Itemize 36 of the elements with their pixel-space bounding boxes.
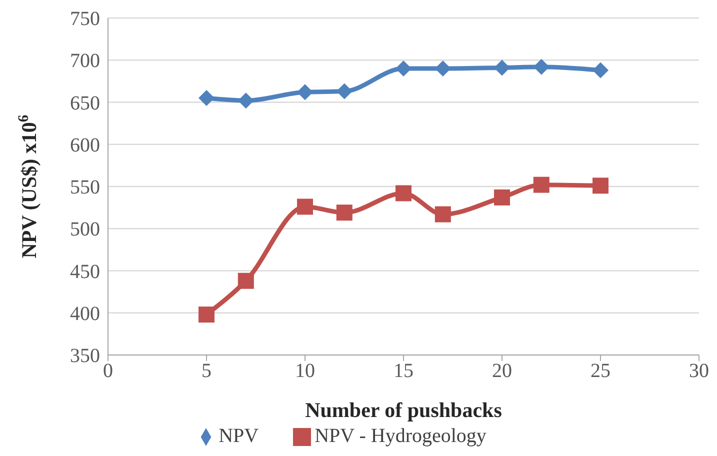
point	[198, 306, 214, 323]
point	[238, 272, 254, 289]
y-tick-label: 750	[70, 8, 100, 30]
x-axis-title: Number of pushbacks	[305, 398, 502, 422]
x-tick-label: 25	[590, 360, 610, 382]
x-tick-label: 10	[295, 360, 315, 382]
point	[297, 84, 313, 100]
y-tick-label: 350	[70, 345, 100, 368]
point	[336, 83, 352, 100]
point	[336, 204, 352, 221]
point	[434, 206, 451, 222]
y-tick-label: 600	[70, 134, 100, 156]
point	[494, 189, 510, 206]
y-tick-label: 550	[70, 176, 100, 199]
y-tick-label: 450	[70, 260, 100, 283]
point	[297, 198, 313, 215]
point	[198, 90, 214, 106]
y-tick-label: 400	[70, 302, 100, 325]
x-tick-label: 20	[492, 360, 512, 382]
legend-label: NPV - Hydrogeology	[314, 425, 486, 447]
point	[592, 62, 608, 78]
x-tick-label: 30	[689, 360, 709, 382]
point	[533, 176, 550, 193]
point	[396, 185, 412, 202]
point	[494, 60, 510, 76]
y-tick-label: 700	[70, 50, 100, 72]
legend-label: NPV	[218, 425, 259, 447]
x-tick-label: 0	[103, 360, 113, 382]
point	[396, 60, 412, 77]
point	[533, 58, 550, 75]
point	[592, 178, 608, 194]
point	[238, 92, 254, 109]
y-tick-label: 500	[70, 218, 100, 241]
y-tick-label: 650	[70, 92, 100, 114]
x-tick-label: 5	[202, 360, 212, 382]
x-tick-label: 15	[394, 360, 414, 382]
